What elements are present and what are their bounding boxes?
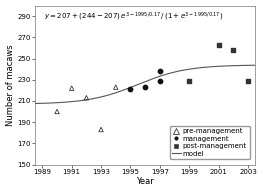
- Point: [99, 128, 103, 131]
- Point: [114, 86, 118, 89]
- Point: [128, 88, 133, 91]
- Y-axis label: Number of macaws: Number of macaws: [6, 44, 14, 126]
- Point: [55, 110, 59, 113]
- X-axis label: Year: Year: [136, 177, 154, 186]
- Point: [246, 79, 250, 82]
- Point: [70, 87, 74, 90]
- Point: [84, 96, 89, 99]
- Point: [158, 79, 162, 82]
- Legend: pre-management, management, post-management, model: pre-management, management, post-managem…: [170, 126, 250, 159]
- Point: [231, 49, 235, 52]
- Point: [216, 43, 221, 46]
- Point: [187, 79, 191, 82]
- Point: [158, 70, 162, 73]
- Point: [143, 86, 147, 89]
- Text: $y = 207 + (244 - 207)\,e^{3-1995/0.17}\,/\,(1 + e^{3-1995/0.17})$: $y = 207 + (244 - 207)\,e^{3-1995/0.17}\…: [44, 10, 223, 23]
